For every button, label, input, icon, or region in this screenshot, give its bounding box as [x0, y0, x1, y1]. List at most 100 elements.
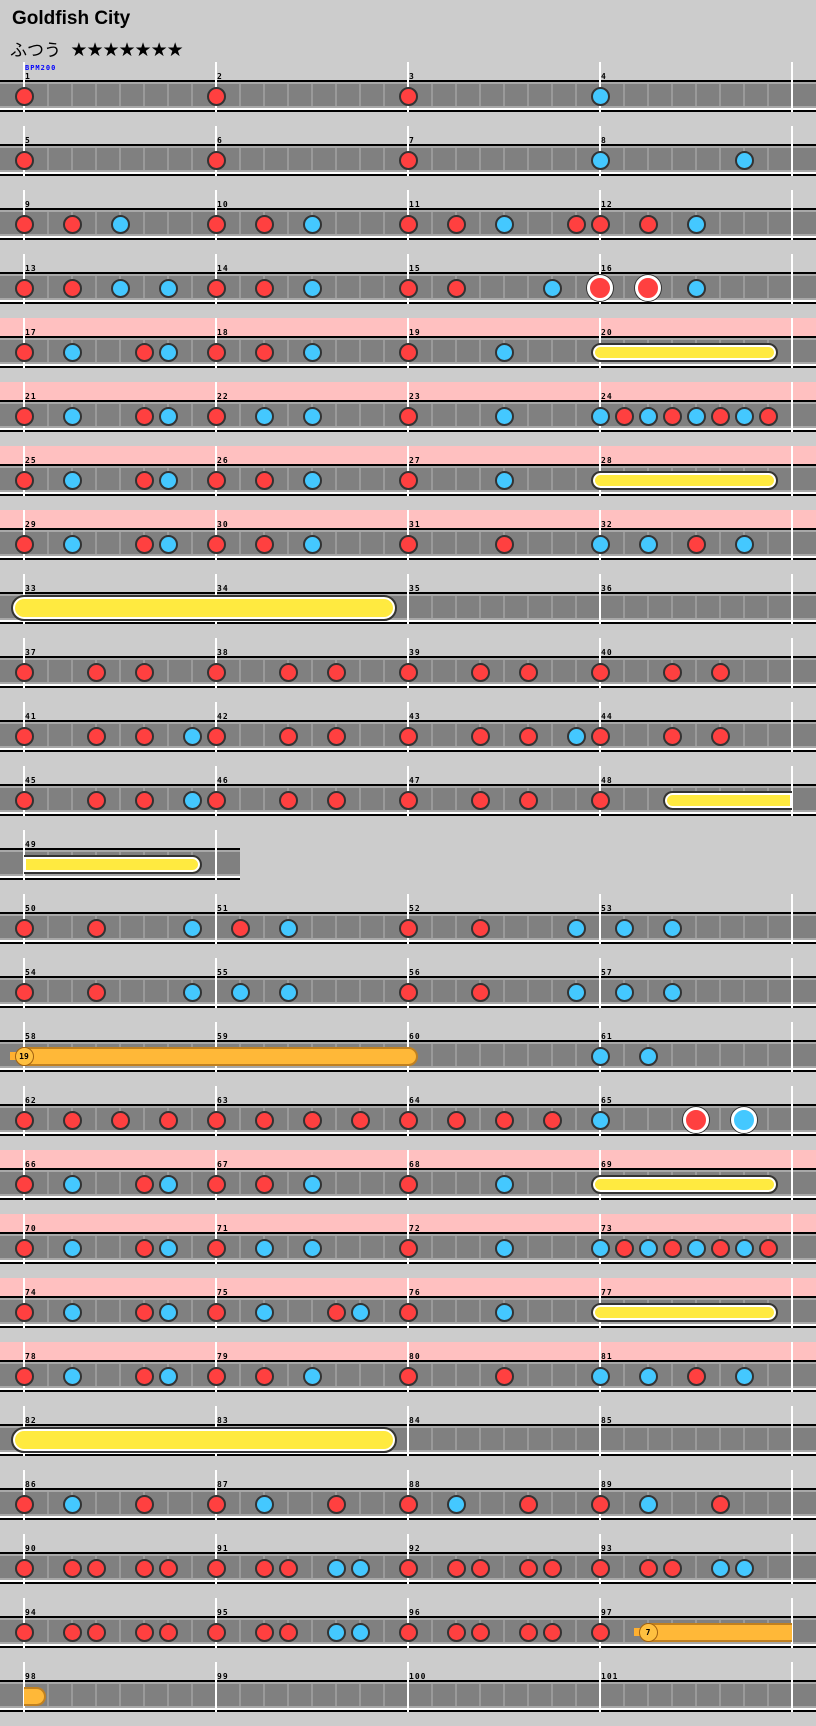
beat-gridline	[71, 724, 73, 746]
don-note	[14, 150, 34, 170]
beat-gridline	[575, 1620, 577, 1642]
ka-note	[638, 1238, 658, 1258]
balloon-note	[638, 1622, 792, 1642]
don-note	[686, 1366, 706, 1386]
beat-gridline	[767, 1364, 769, 1386]
measure-barline	[407, 1662, 409, 1712]
beat-gridline	[191, 1556, 193, 1578]
beat-gridline	[647, 660, 649, 682]
measure-number: 51	[217, 904, 229, 913]
don-note	[662, 726, 682, 746]
chart-row: 33 34 35 36	[0, 574, 816, 638]
beat-gridline	[431, 1300, 433, 1322]
chart-row: 78 79 80 81	[0, 1342, 816, 1406]
ka-note	[158, 1302, 178, 1322]
beat-gridline	[239, 532, 241, 554]
ka-note	[614, 982, 634, 1002]
measure-number: 67	[217, 1160, 229, 1169]
ka-note	[494, 1238, 514, 1258]
measure-number: 9	[25, 200, 31, 209]
beat-gridline	[239, 788, 241, 810]
beat-gridline	[335, 212, 337, 234]
ka-note	[62, 1238, 82, 1258]
beat-gridline	[311, 1300, 313, 1322]
ka-note	[494, 214, 514, 234]
beat-gridline	[743, 596, 745, 618]
beat-gridline	[527, 1364, 529, 1386]
beat-gridline	[455, 1300, 457, 1322]
measure-number: 62	[25, 1096, 37, 1105]
beat-gridline	[143, 212, 145, 234]
beat-gridline	[287, 532, 289, 554]
beat-gridline	[383, 1492, 385, 1514]
beat-gridline	[503, 724, 505, 746]
drumroll	[24, 854, 202, 874]
measure-number: 27	[409, 456, 421, 465]
beat-gridline	[119, 980, 121, 1002]
beat-gridline	[575, 1556, 577, 1578]
don-note	[494, 1366, 514, 1386]
beat-gridline	[263, 84, 265, 106]
beat-gridline	[767, 596, 769, 618]
beat-gridline	[95, 1300, 97, 1322]
chart-row: 41 42 43 44	[0, 702, 816, 766]
beat-gridline	[47, 1236, 49, 1258]
measure-barline	[791, 1534, 793, 1584]
beat-gridline	[695, 596, 697, 618]
beat-gridline	[143, 276, 145, 298]
measure-number: 25	[25, 456, 37, 465]
beat-gridline	[479, 276, 481, 298]
big-don-note	[587, 275, 613, 301]
beat-gridline	[239, 276, 241, 298]
ka-note	[494, 1302, 514, 1322]
beat-gridline	[119, 148, 121, 170]
beat-gridline	[95, 1364, 97, 1386]
beat-gridline	[719, 596, 721, 618]
beat-gridline	[383, 84, 385, 106]
ka-note	[158, 1238, 178, 1258]
measure-number: 93	[601, 1544, 613, 1553]
don-note	[470, 790, 490, 810]
beat-gridline	[431, 980, 433, 1002]
beat-gridline	[455, 1044, 457, 1066]
don-note	[518, 1494, 538, 1514]
measure-barline	[215, 830, 217, 880]
beat-gridline	[263, 724, 265, 746]
beat-gridline	[455, 340, 457, 362]
don-note	[446, 1110, 466, 1130]
beat-gridline	[311, 1620, 313, 1642]
don-note	[278, 662, 298, 682]
don-note	[470, 726, 490, 746]
beat-gridline	[383, 980, 385, 1002]
measure-number: 49	[25, 840, 37, 849]
ka-note	[446, 1494, 466, 1514]
chart-row: 70 71 72 73	[0, 1214, 816, 1278]
don-note	[86, 1622, 106, 1642]
beat-gridline	[335, 84, 337, 106]
beat-gridline	[383, 660, 385, 682]
beat-gridline	[479, 596, 481, 618]
beat-gridline	[647, 1428, 649, 1450]
don-note	[14, 1622, 34, 1642]
beat-gridline	[575, 660, 577, 682]
ka-note	[62, 1302, 82, 1322]
measure-number: 64	[409, 1096, 421, 1105]
measure-number: 42	[217, 712, 229, 721]
beat-gridline	[47, 1556, 49, 1578]
don-note	[494, 534, 514, 554]
beat-gridline	[647, 724, 649, 746]
don-note	[14, 918, 34, 938]
ka-note	[302, 534, 322, 554]
beat-gridline	[191, 212, 193, 234]
beat-gridline	[167, 724, 169, 746]
don-note	[398, 726, 418, 746]
don-note	[710, 1238, 730, 1258]
beat-gridline	[575, 340, 577, 362]
chart-row: 54 55 56 57	[0, 958, 816, 1022]
ka-note	[254, 1238, 274, 1258]
beat-gridline	[239, 84, 241, 106]
chart-row: 94 95 96 97 7	[0, 1598, 816, 1662]
beat-gridline	[503, 1620, 505, 1642]
beat-gridline	[167, 660, 169, 682]
ka-note	[638, 406, 658, 426]
